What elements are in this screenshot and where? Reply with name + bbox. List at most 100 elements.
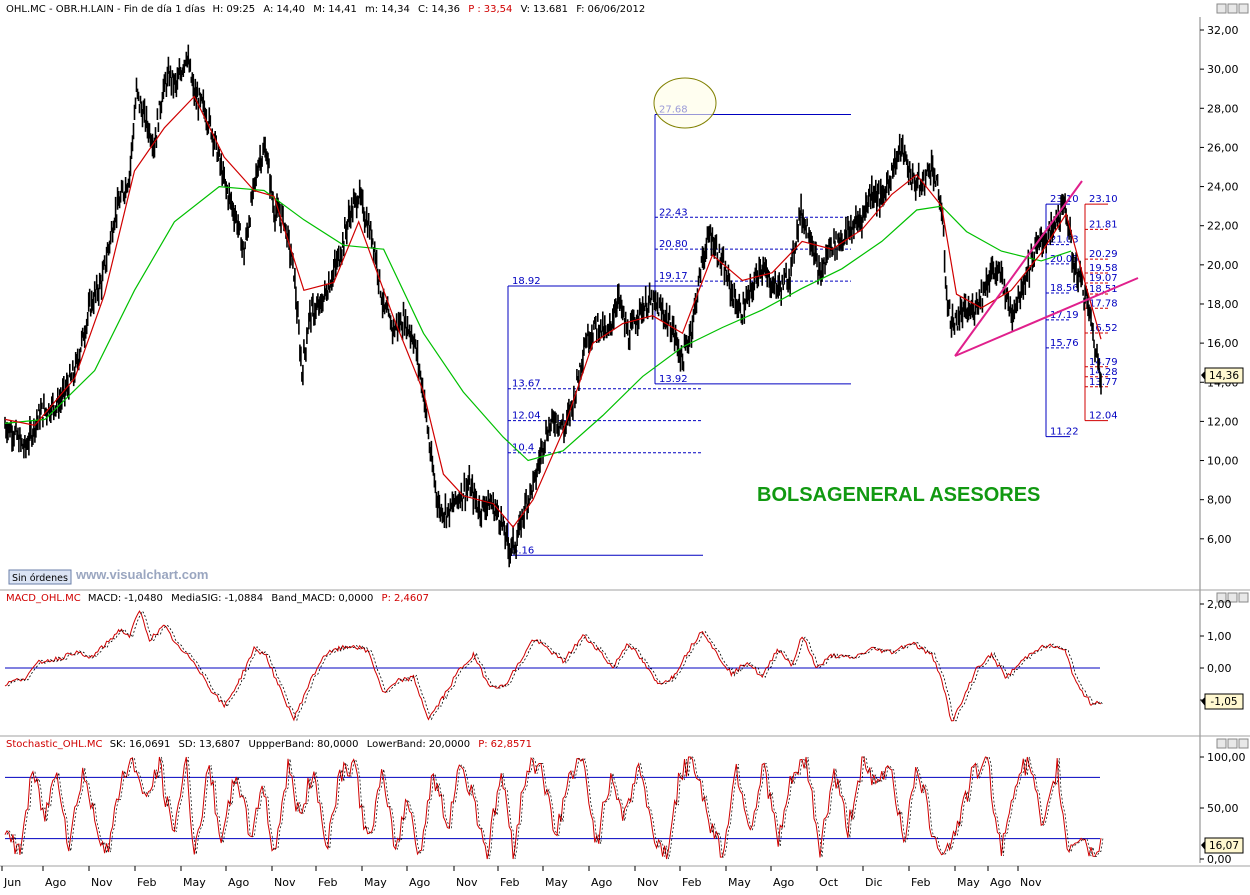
y-tick-label: 20,00: [1207, 259, 1239, 272]
stochastic-window-controls[interactable]: [1216, 738, 1249, 749]
ma-slow-line: [4, 185, 1072, 462]
close-icon[interactable]: [1238, 3, 1249, 14]
maximize-icon[interactable]: [1227, 592, 1238, 603]
orders-button[interactable]: Sin órdenes: [8, 569, 72, 585]
y-tick-label: 50,00: [1207, 802, 1239, 815]
x-tick-label: May: [545, 876, 568, 889]
time-axis: Jun Ago Nov Feb May Ago Nov Feb May Ago Nov Feb May A…: [1, 866, 1042, 889]
y-tick-label: 12,00: [1207, 415, 1239, 428]
macd-window-controls[interactable]: [1216, 592, 1249, 603]
x-tick-label: May: [183, 876, 206, 889]
y-tick-label: 24,00: [1207, 181, 1239, 194]
fib-level-label: 16.52: [1089, 323, 1118, 334]
fib-level-label: 19.58: [1089, 263, 1118, 274]
fib-level-label: 13.92: [659, 374, 688, 385]
stochastic-plot: [4, 756, 1104, 860]
fib-level-label: 12.04: [1089, 411, 1118, 422]
y-tick-label: 16,00: [1207, 337, 1239, 350]
x-tick-label: May: [957, 876, 980, 889]
y-tick-label: 18,00: [1207, 298, 1239, 311]
fib-level-label: 20.29: [1089, 249, 1118, 260]
fib-level-label: 19.17: [659, 271, 688, 282]
maximize-icon[interactable]: [1227, 3, 1238, 14]
maximize-icon[interactable]: [1227, 738, 1238, 749]
minimize-icon[interactable]: [1216, 738, 1227, 749]
x-tick-label: Dic: [865, 876, 883, 889]
y-tick-label: 8,00: [1207, 494, 1232, 507]
y-tick-label: 6,00: [1207, 533, 1232, 546]
x-tick-label: Feb: [682, 876, 701, 889]
fib-level-label: 18.56: [1050, 283, 1079, 294]
ma-fast-line: [4, 95, 1102, 529]
fib-level-label: 17.19: [1050, 310, 1079, 321]
last-price-tag: 14,36: [1201, 367, 1244, 384]
orders-button-bg[interactable]: [8, 569, 72, 585]
stochastic-last-tag: 16,07: [1201, 837, 1244, 854]
fib-level-label: 21.03: [1050, 235, 1079, 246]
price-plot: [4, 44, 1102, 568]
trendline-support[interactable]: [954, 180, 1083, 357]
x-tick-label: Ago: [773, 876, 795, 889]
stochastic-axis: 100,00 50,00 0,00: [1200, 751, 1246, 866]
y-tick-label: 1,00: [1207, 630, 1232, 643]
x-tick-label: May: [364, 876, 387, 889]
stochastic-sd-line: [6, 756, 1104, 860]
x-tick-label: Feb: [911, 876, 930, 889]
watermark-text: BOLSAGENERAL ASESORES: [757, 484, 1040, 506]
fib-level-label: 12.04: [512, 411, 541, 422]
main-header: OHL.MC - OBR.H.LAIN - Fin de día 1 días …: [6, 3, 645, 15]
fib-level-label: 22.43: [659, 207, 688, 218]
orders-button-label: Sin órdenes: [12, 573, 68, 584]
stochastic-header: Stochastic_OHL.MC SK: 16,0691 SD: 13,6807 …: [6, 739, 532, 750]
macd-last-value: -1,05: [1210, 696, 1237, 708]
minimize-icon[interactable]: [1216, 3, 1227, 14]
fib-level-label: 5.16: [512, 545, 534, 556]
y-tick-label: 22,00: [1207, 220, 1239, 233]
x-tick-label: Oct: [819, 876, 839, 889]
fib-level-label: 10.4: [512, 443, 534, 454]
y-tick-label: 32,00: [1207, 24, 1239, 37]
highlight-ellipse[interactable]: [653, 77, 717, 129]
x-tick-label: Nov: [91, 876, 113, 889]
price-axis: 32,00 30,00 28,00 26,00 24,00 22,00 20,00 18,00…: [1200, 24, 1239, 546]
close-icon[interactable]: [1238, 592, 1249, 603]
macd-line: [4, 610, 1102, 722]
x-tick-label: Feb: [318, 876, 337, 889]
macd-last-tag: -1,05: [1201, 693, 1244, 710]
y-tick-label: 30,00: [1207, 63, 1239, 76]
y-tick-label: 0,00: [1207, 853, 1232, 866]
fib-level-label: 14.28: [1089, 367, 1118, 378]
last-price-value: 14,36: [1209, 370, 1239, 382]
fib-level-label: 19.07: [1089, 273, 1118, 284]
y-tick-label: 100,00: [1207, 751, 1246, 764]
x-tick-label: Feb: [500, 876, 519, 889]
x-tick-label: Ago: [228, 876, 250, 889]
fib-level-label: 21.81: [1089, 219, 1118, 230]
y-tick-label: 10,00: [1207, 455, 1239, 468]
fib-level-label: 13.67: [512, 379, 541, 390]
y-tick-label: 2,00: [1207, 598, 1232, 611]
fib-level-label: 20.80: [659, 239, 688, 250]
fib-level-label: 14.79: [1089, 357, 1118, 368]
x-tick-label: Ago: [45, 876, 67, 889]
trendline-resistance[interactable]: [954, 277, 1139, 357]
y-tick-label: 28,00: [1207, 102, 1239, 115]
fib-level-label: 11.22: [1050, 427, 1079, 438]
fib-level-label: 23.10: [1089, 194, 1118, 205]
fib-level-label: 18.51: [1089, 284, 1118, 295]
x-tick-label: Ago: [591, 876, 613, 889]
x-tick-label: Jun: [3, 876, 21, 889]
minimize-icon[interactable]: [1216, 592, 1227, 603]
x-tick-label: May: [728, 876, 751, 889]
stochastic-last-value: 16,07: [1209, 840, 1239, 852]
x-tick-label: Nov: [637, 876, 659, 889]
site-watermark: www.visualchart.com: [75, 567, 208, 582]
x-tick-label: Feb: [137, 876, 156, 889]
x-tick-label: Nov: [456, 876, 478, 889]
main-window-controls[interactable]: [1216, 3, 1249, 14]
close-icon[interactable]: [1238, 738, 1249, 749]
fib-level-label: 20.05: [1050, 254, 1079, 265]
